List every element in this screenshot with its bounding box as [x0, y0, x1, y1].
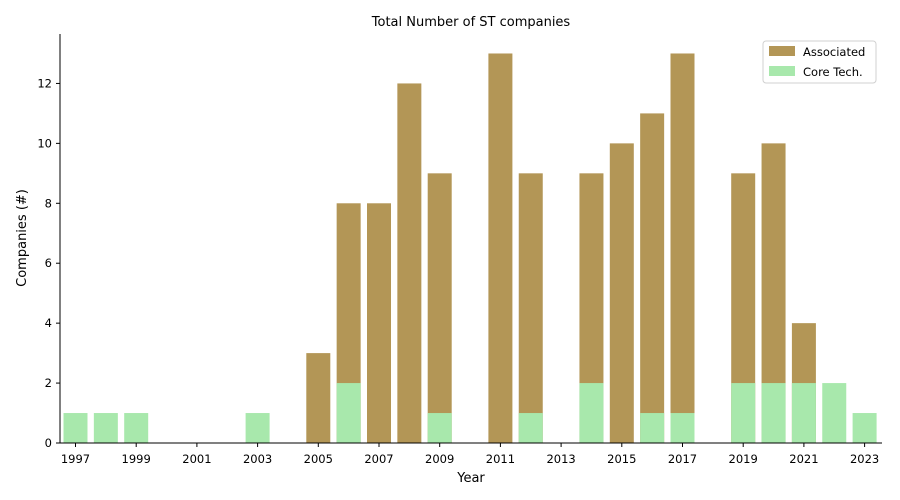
y-axis-label: Companies (#)	[15, 189, 30, 287]
x-axis: 1997 1999 2001 2003 2005 2007 2009 2011 2013 2015…	[61, 443, 879, 466]
bar-associated-2017	[670, 53, 695, 443]
y-tick-label: 8	[45, 196, 52, 210]
x-axis-label: Year	[456, 471, 485, 486]
x-tick-label: 2013	[546, 452, 575, 466]
bar-associated-2015	[609, 143, 634, 443]
y-tick-label: 6	[45, 256, 52, 270]
x-tick-label: 2007	[364, 452, 393, 466]
bar-core-tech-2022	[822, 383, 847, 443]
chart-title: Total Number of ST companies	[371, 15, 571, 30]
legend-label-core-tech: Core Tech.	[803, 65, 863, 79]
legend-swatch-core-tech	[769, 66, 795, 76]
bar-core-tech-2023	[852, 413, 877, 443]
x-tick-label: 2017	[668, 452, 697, 466]
bar-associated-2012	[518, 173, 543, 443]
legend: Associated Core Tech.	[762, 40, 877, 84]
y-axis: 0 2 4 6 8 10 12	[37, 76, 60, 450]
x-tick-label: 2005	[304, 452, 333, 466]
x-tick-label: 1999	[122, 452, 151, 466]
x-tick-label: 2023	[850, 452, 879, 466]
legend-swatch-associated	[769, 46, 795, 56]
bar-associated-2009	[427, 173, 452, 443]
bar-core-tech-1999	[124, 413, 149, 443]
y-tick-label: 4	[45, 316, 52, 330]
bar-core-tech-2021	[791, 383, 816, 443]
bar-associated-2005	[306, 353, 331, 443]
bar-core-tech-2017	[670, 413, 695, 443]
bar-core-tech-2014	[579, 383, 604, 443]
bar-core-tech-1997	[63, 413, 88, 443]
bar-core-tech-2019	[731, 383, 756, 443]
y-tick-label: 12	[37, 76, 52, 90]
x-tick-label: 2019	[729, 452, 758, 466]
x-tick-label: 1997	[61, 452, 90, 466]
x-tick-label: 2009	[425, 452, 454, 466]
x-tick-label: 2015	[607, 452, 636, 466]
bar-core-tech-2006	[336, 383, 361, 443]
x-tick-label: 2001	[182, 452, 211, 466]
bar-core-tech-2012	[518, 413, 543, 443]
bar-core-tech-2003	[245, 413, 270, 443]
x-tick-label: 2011	[486, 452, 515, 466]
bar-core-tech-1998	[93, 413, 118, 443]
bar-core-tech-2020	[761, 383, 786, 443]
bar-core-tech-2009	[427, 413, 452, 443]
y-tick-label: 2	[45, 376, 52, 390]
bar-core-tech-2016	[640, 413, 665, 443]
bar-associated-2007	[367, 203, 391, 443]
bar-associated-2011	[488, 53, 513, 443]
bar-associated-2008	[397, 83, 422, 443]
y-tick-label: 0	[45, 436, 52, 450]
legend-label-associated: Associated	[803, 45, 865, 59]
x-tick-label: 2021	[789, 452, 818, 466]
series-core-tech	[63, 383, 877, 443]
bar-associated-2016	[640, 113, 665, 444]
x-tick-label: 2003	[243, 452, 272, 466]
y-tick-label: 10	[37, 136, 52, 150]
